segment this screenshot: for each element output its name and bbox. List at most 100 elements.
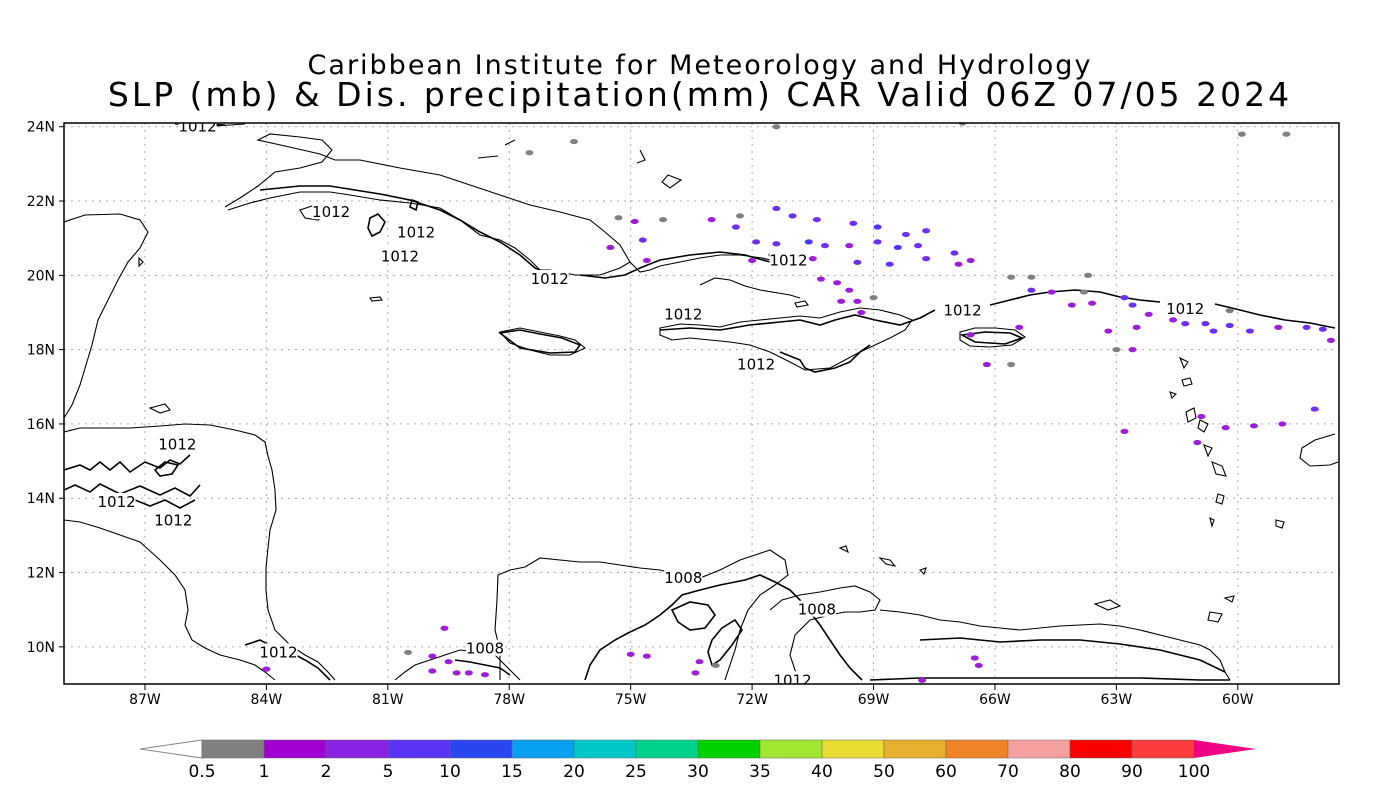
isobar-label: 1012 [178, 118, 216, 136]
precip-cell [735, 213, 744, 219]
isobar-label-bg [797, 600, 836, 617]
colorbar-segment [325, 739, 389, 759]
precip-cell [873, 239, 882, 245]
coastline-honduras [64, 423, 336, 681]
isobar-label-bg [397, 223, 436, 240]
coastline-cuba [224, 133, 781, 276]
precip-cell [452, 670, 461, 676]
precip-cell [1250, 423, 1258, 429]
x-tick-label: 81W [372, 692, 404, 708]
precip-cell [1193, 439, 1202, 446]
isobar-label-bg [769, 251, 808, 268]
precip-cell [1169, 317, 1178, 323]
precip-cell [731, 224, 740, 230]
gridlines [64, 123, 1339, 684]
precip-cell [845, 243, 854, 249]
colorbar-label: 20 [563, 762, 585, 782]
precip-cell [853, 298, 862, 304]
colorbar-label: 90 [1121, 762, 1143, 782]
colorbar-label: 100 [1178, 762, 1210, 782]
coastline-margarita [1093, 595, 1235, 623]
precip-cell [845, 287, 854, 293]
precip-cell [1237, 131, 1246, 137]
isobar-label: 1012 [773, 671, 811, 689]
precip-cell [748, 257, 757, 264]
isobar-label-bg [97, 492, 136, 509]
precip-cell [1274, 324, 1283, 330]
colorbar-segment [759, 739, 823, 759]
precip-cell [1104, 328, 1113, 334]
precip-cell [885, 261, 894, 267]
precip-cell [1120, 295, 1129, 301]
precip-cell [642, 653, 651, 659]
coastline-haiti-north [699, 277, 801, 299]
precip-cell [772, 241, 781, 247]
x-tick-label: 84W [251, 692, 283, 708]
precipitation-cells [262, 123, 1335, 683]
precip-cell [853, 259, 862, 265]
colorbar-label: 10 [439, 762, 461, 782]
colorbar-label: 15 [501, 762, 523, 782]
precip-cell [970, 655, 979, 661]
precip-cell [1088, 300, 1097, 306]
precip-cell [1181, 321, 1190, 327]
coastline-panama [394, 649, 521, 681]
isobar-labels: 1012 1012 1012 1012 1012 1012 1012 1012 1012 1012… [97, 118, 1204, 689]
isobar-label-bg [259, 643, 298, 660]
precip-cell [1278, 421, 1287, 427]
colorbar-label: 50 [873, 762, 895, 782]
precip-cell [918, 677, 927, 683]
coastline-jamaica [498, 327, 587, 356]
precip-cell [812, 216, 821, 223]
coastline-gulf-venezuela [769, 585, 881, 681]
isobar-1008-ring-a [670, 601, 716, 631]
colorbar-label: 0.5 [188, 762, 215, 782]
precip-cell [893, 244, 902, 251]
precip-cell [1128, 302, 1137, 308]
precip-cell [966, 332, 975, 338]
isobar-1012-jamaica [497, 329, 582, 354]
colorbar-segment [449, 739, 513, 759]
precip-cell [837, 298, 846, 304]
precip-cell [1067, 302, 1076, 308]
colorbar-segment [573, 739, 637, 759]
x-tick-label: 78W [493, 692, 525, 708]
precip-cell [440, 625, 449, 631]
precip-cell [1080, 289, 1088, 295]
colorbar-segment [511, 739, 575, 759]
title-line-1: Caribbean Institute for Meteorology and … [307, 50, 1093, 81]
precip-cell [1144, 311, 1153, 317]
coastline-colombia [494, 549, 789, 681]
isobar-label: 1012 [664, 305, 702, 323]
x-tick-label: 72W [736, 692, 768, 708]
precip-cell [1084, 272, 1093, 278]
precip-cell [1007, 361, 1016, 368]
precip-cell [570, 138, 578, 145]
isobar-label: 1012 [158, 435, 196, 453]
precip-cell [711, 662, 720, 669]
colorbar-high-arrow [1194, 740, 1256, 758]
precip-cell [954, 261, 963, 267]
isobar-label: 1012 [381, 248, 419, 266]
precip-cell [922, 256, 931, 262]
precip-cell [1120, 428, 1129, 434]
precip-cell [464, 670, 473, 676]
precip-cell [606, 244, 615, 251]
colorbar: 0.5 1 2 5 10 15 20 25 30 35 40 50 60 70 80 90 100 [139, 739, 1256, 782]
colorbar-segment [821, 739, 885, 759]
colorbar-label: 30 [687, 762, 709, 782]
isobar-label: 1012 [259, 643, 297, 661]
colorbar-segment [945, 739, 1009, 759]
isobar-label-bg [664, 305, 703, 322]
isobar-1008-colombia [584, 574, 863, 681]
precip-cell [857, 309, 866, 316]
precip-cell [1245, 328, 1254, 334]
precip-cell [614, 215, 623, 221]
colorbar-label: 35 [749, 762, 771, 782]
colorbar-segment [1069, 739, 1133, 759]
colorbar-label: 25 [625, 762, 647, 782]
precip-cell [982, 361, 991, 368]
precip-cell [525, 150, 534, 156]
x-tick-label: 60W [1222, 692, 1254, 708]
colorbar-label: 80 [1059, 762, 1081, 782]
